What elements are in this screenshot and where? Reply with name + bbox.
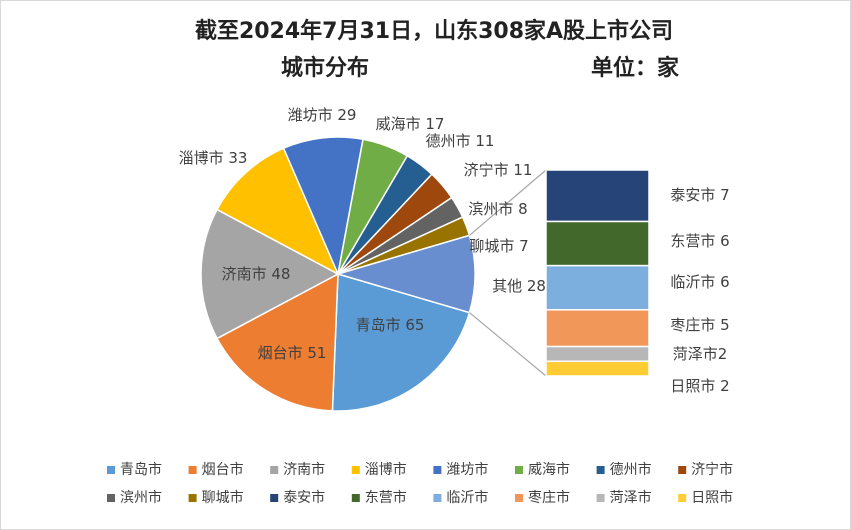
- breakout-bar: [545, 169, 650, 377]
- legend-label-7: 济宁市: [691, 461, 733, 478]
- data-label-2: 济南市 48: [222, 265, 291, 283]
- legend-swatch-2: [270, 466, 279, 474]
- legend-label-13: 枣庄市: [528, 489, 570, 506]
- bar-label-4: 菏泽市2: [673, 345, 728, 363]
- legend-label-9: 聊城市: [202, 489, 244, 506]
- unit-label: 单位：家: [591, 55, 680, 81]
- legend-label-4: 潍坊市: [446, 461, 488, 478]
- connector-line-top: [469, 169, 547, 236]
- chart-title-line1: 截至2024年7月31日，山东308家A股上市公司: [195, 18, 673, 44]
- data-label-0: 青岛市 65: [356, 316, 425, 334]
- bar-label-5: 日照市 2: [670, 377, 729, 395]
- bar-label-3: 枣庄市 5: [670, 316, 729, 334]
- bar-segment-0: [545, 169, 650, 223]
- pie-slice-3: [216, 147, 340, 276]
- bar-label-1: 东营市 6: [670, 232, 729, 250]
- legend-swatch-4: [433, 466, 442, 474]
- data-label-6: 德州市 11: [426, 132, 495, 150]
- legend-label-5: 威海市: [528, 461, 570, 478]
- data-label-other: 其他 28: [492, 277, 546, 295]
- data-labels: 青岛市 65 烟台市 51 济南市 48 淄博市 33 潍坊市 29 威海市 17德州市 …: [179, 106, 730, 395]
- legend-label-1: 烟台市: [202, 461, 244, 478]
- legend-label-0: 青岛市: [120, 461, 162, 478]
- data-label-4: 潍坊市 29: [288, 106, 357, 124]
- pie-slice-0: [331, 273, 471, 412]
- bar-segment-5: [545, 360, 650, 377]
- legend-swatch-9: [188, 494, 197, 502]
- bar-segment-1: [545, 220, 650, 267]
- legend-swatch-1: [188, 466, 197, 474]
- pie-slice-other: [335, 234, 476, 314]
- legend-swatch-15: [678, 494, 687, 502]
- chart-title-line2: 城市分布: [281, 55, 369, 81]
- legend-label-12: 临沂市: [446, 489, 488, 506]
- legend-swatch-3: [351, 466, 360, 474]
- bar-segment-4: [545, 345, 650, 363]
- bar-label-0: 泰安市 7: [670, 186, 729, 204]
- legend-swatch-7: [678, 466, 687, 474]
- legend-swatch-11: [351, 494, 360, 502]
- legend-swatch-10: [270, 494, 279, 502]
- connector-line-bottom: [469, 312, 547, 377]
- bar-segment-3: [545, 309, 650, 348]
- pie-slice-4: [282, 136, 364, 277]
- data-label-8: 滨州市 8: [468, 200, 527, 218]
- legend-label-10: 泰安市: [283, 489, 325, 506]
- legend-label-6: 德州市: [610, 461, 652, 478]
- legend-swatch-13: [515, 494, 523, 502]
- bar-label-2: 临沂市 6: [670, 273, 729, 291]
- bar-segment-2: [545, 264, 650, 311]
- legend-swatch-12: [433, 494, 442, 502]
- pie-slice-2: [200, 208, 340, 340]
- legend-label-8: 滨州市: [120, 489, 162, 506]
- legend-swatch-6: [596, 466, 605, 474]
- pie-group: [200, 136, 476, 412]
- legend-swatch-5: [515, 466, 523, 474]
- connector-lines: [469, 169, 547, 377]
- legend-swatch-0: [107, 466, 115, 474]
- legend-label-3: 淄博市: [365, 461, 407, 478]
- data-label-1: 烟台市 51: [258, 344, 327, 362]
- pie-slice-1: [216, 272, 339, 412]
- data-label-9: 聊城市 7: [469, 237, 528, 255]
- legend-label-14: 菏泽市: [610, 489, 652, 506]
- legend-label-11: 东营市: [365, 489, 407, 506]
- legend-swatch-14: [596, 494, 605, 502]
- legend-label-2: 济南市: [283, 461, 325, 478]
- data-label-3: 淄博市 33: [179, 149, 248, 167]
- data-label-5: 威海市 17: [376, 115, 445, 133]
- legend-label-15: 日照市: [691, 489, 733, 506]
- data-label-7: 济宁市 11: [464, 161, 533, 179]
- legend-swatch-8: [107, 494, 115, 502]
